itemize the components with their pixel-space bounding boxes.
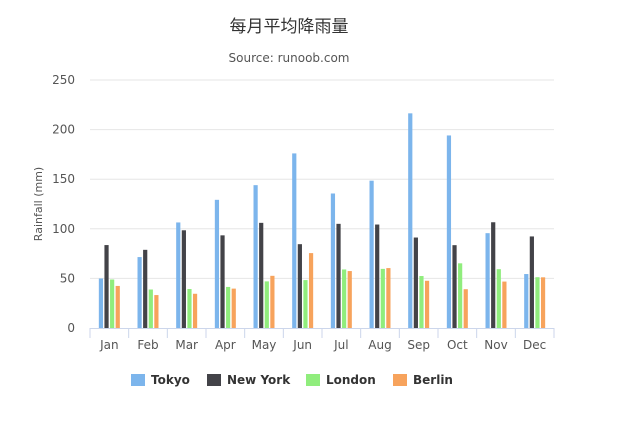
y-tick-label: 100 [52,222,75,236]
x-tick-label: Feb [137,338,158,352]
x-tick-label: Apr [215,338,236,352]
bar-new-york[interactable] [259,222,264,328]
x-tick-label: Mar [175,338,198,352]
x-axis: Jan Feb Mar Apr May Jun Jul Aug Sep Oct Nov Dec [89,328,555,352]
bar-tokyo[interactable] [98,278,104,328]
bar-berlin[interactable] [231,288,236,328]
bar-london[interactable] [419,276,424,328]
y-tick-label: 150 [52,172,75,186]
bar-tokyo[interactable] [253,185,258,328]
bar-new-york[interactable] [375,224,380,328]
bar-new-york[interactable] [491,222,496,328]
bar-tokyo[interactable] [176,222,181,328]
bar-new-york[interactable] [104,245,109,328]
legend: Tokyo New York London Berlin [131,373,453,387]
bar-new-york[interactable] [181,230,186,328]
legend-swatch [131,374,145,386]
legend-item-tokyo[interactable]: Tokyo [131,373,190,387]
bar-berlin[interactable] [502,281,507,328]
legend-label: London [326,373,376,387]
bar-tokyo[interactable] [214,199,220,328]
bar-tokyo[interactable] [485,233,490,328]
bar-tokyo[interactable] [408,113,413,328]
bar-new-york[interactable] [452,245,457,328]
bar-tokyo[interactable] [446,135,452,328]
bar-tokyo[interactable] [524,274,529,328]
bar-london[interactable] [380,268,385,328]
chart-subtitle: Source: runoob.com [229,51,350,65]
y-tick-label: 50 [60,271,75,285]
bar-new-york[interactable] [413,237,418,328]
bar-london[interactable] [264,281,269,328]
bar-new-york[interactable] [336,223,341,328]
legend-label: Berlin [413,373,453,387]
bar-london[interactable] [303,280,308,328]
legend-item-london[interactable]: London [306,373,376,387]
x-tick-label: Jul [333,338,348,352]
bar-berlin[interactable] [154,295,159,328]
legend-swatch [393,374,407,386]
bar-london[interactable] [342,269,347,328]
bar-berlin[interactable] [192,293,198,328]
x-tick-label: Nov [484,338,507,352]
bar-new-york[interactable] [297,244,302,328]
bar-berlin[interactable] [308,253,314,328]
legend-item-new-york[interactable]: New York [207,373,291,387]
bar-new-york[interactable] [220,235,225,328]
x-tick-label: Dec [523,338,546,352]
y-axis-ticks: 0 50 100 150 200 250 [52,73,75,335]
bar-berlin[interactable] [540,277,546,328]
bars-group [98,113,546,328]
grid-lines [90,79,554,279]
bar-tokyo[interactable] [330,193,336,328]
bar-berlin[interactable] [463,289,468,328]
chart-title: 每月平均降雨量 [230,17,349,37]
x-tick-label: May [252,338,277,352]
y-axis-label: Rainfall (mm) [32,167,45,241]
y-tick-label: 250 [52,73,75,87]
x-tick-label: Jan [99,338,119,352]
bar-london[interactable] [148,289,153,328]
legend-item-berlin[interactable]: Berlin [393,373,453,387]
bar-london[interactable] [110,279,115,328]
x-tick-label: Aug [368,338,391,352]
bar-tokyo[interactable] [292,153,297,328]
bar-tokyo[interactable] [369,180,374,328]
y-tick-label: 0 [67,321,75,335]
legend-swatch [207,374,221,386]
bar-london[interactable] [226,286,231,328]
bar-tokyo[interactable] [137,257,142,328]
x-tick-label: Jun [292,338,312,352]
bar-berlin[interactable] [347,271,352,328]
bar-berlin[interactable] [115,285,120,328]
y-tick-label: 200 [52,123,75,137]
bar-london[interactable] [535,277,540,328]
bar-berlin[interactable] [424,280,430,328]
bar-london[interactable] [496,269,501,328]
legend-label: New York [227,373,291,387]
bar-new-york[interactable] [143,249,148,328]
bar-london[interactable] [187,289,192,328]
x-tick-label: Oct [447,338,468,352]
bar-new-york[interactable] [529,236,534,328]
legend-label: Tokyo [151,373,190,387]
legend-swatch [306,374,320,386]
bar-london[interactable] [458,263,463,328]
x-tick-label: Sep [407,338,430,352]
bar-berlin[interactable] [386,268,391,328]
bar-berlin[interactable] [270,275,275,328]
